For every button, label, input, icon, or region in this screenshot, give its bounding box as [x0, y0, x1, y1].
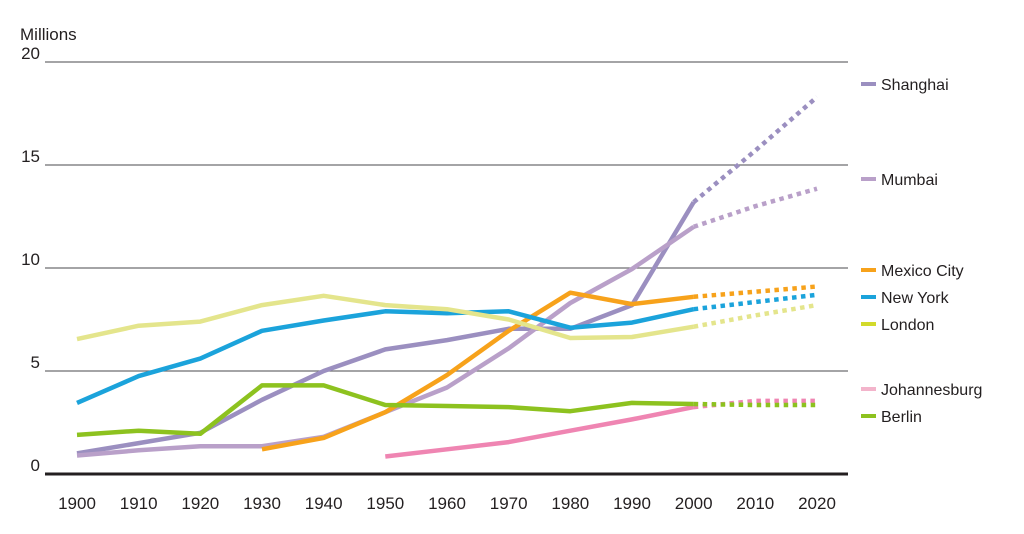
series-line-mexico-city [261, 290, 694, 452]
x-tick-label: 1930 [243, 494, 281, 513]
x-tick-label: 2020 [798, 494, 836, 513]
legend-label: New York [881, 290, 950, 307]
legend-item-london: London [861, 317, 934, 334]
y-tick-label: 10 [21, 250, 40, 269]
y-axis-unit-label: Millions [20, 25, 77, 44]
series-line-johannesburg [385, 404, 695, 459]
legend-label: Mumbai [881, 172, 938, 189]
legend-item-mumbai: Mumbai [861, 172, 938, 189]
series-line-mumbai [76, 224, 695, 458]
x-tick-label: 1970 [490, 494, 528, 513]
legend-item-johannesburg: Johannesburg [861, 382, 982, 399]
x-tick-label: 1950 [366, 494, 404, 513]
series-london [76, 293, 818, 342]
legend-label: Johannesburg [881, 382, 982, 399]
series-mexico-city [261, 284, 818, 452]
projection-line-mexico-city [693, 284, 818, 300]
legend-item-berlin: Berlin [861, 409, 922, 426]
x-tick-label: 2010 [736, 494, 774, 513]
x-tick-label: 1910 [120, 494, 158, 513]
projection-line-new-york [693, 292, 818, 312]
projection-line-shanghai [692, 95, 819, 204]
gridlines [45, 61, 848, 372]
x-tick-label: 1920 [181, 494, 219, 513]
y-tick-label: 5 [31, 353, 40, 372]
projection-line-berlin [693, 401, 817, 408]
legend-item-new-york: New York [861, 290, 950, 307]
series-new-york [76, 292, 818, 405]
series-berlin [76, 383, 817, 438]
legend-label: Berlin [881, 409, 922, 426]
x-tick-label: 1980 [551, 494, 589, 513]
x-tick-label: 1990 [613, 494, 651, 513]
x-axis-ticks: 1900 1910 1920 1930 1940 1950 1960 1970 1980 1990… [58, 494, 836, 513]
x-tick-label: 1960 [428, 494, 466, 513]
series-line-shanghai [76, 200, 696, 456]
legend-item-shanghai: Shanghai [861, 77, 949, 94]
x-tick-label: 1900 [58, 494, 96, 513]
y-tick-label: 15 [21, 147, 40, 166]
legend-label: Shanghai [881, 77, 949, 94]
x-tick-label: 2000 [675, 494, 713, 513]
legend: Shanghai Mumbai Mexico City New York London J… [861, 77, 982, 426]
x-tick-label: 1940 [305, 494, 343, 513]
series-lines [76, 95, 819, 459]
legend-item-mexico-city: Mexico City [861, 263, 964, 280]
legend-label: London [881, 317, 934, 334]
y-tick-label: 0 [31, 456, 40, 475]
legend-label: Mexico City [881, 263, 964, 280]
projection-line-london [693, 302, 818, 329]
series-shanghai [76, 95, 819, 456]
y-tick-label: 20 [21, 44, 40, 63]
y-axis-ticks: 0 5 10 15 20 [21, 44, 40, 475]
projection-line-mumbai [692, 186, 818, 229]
